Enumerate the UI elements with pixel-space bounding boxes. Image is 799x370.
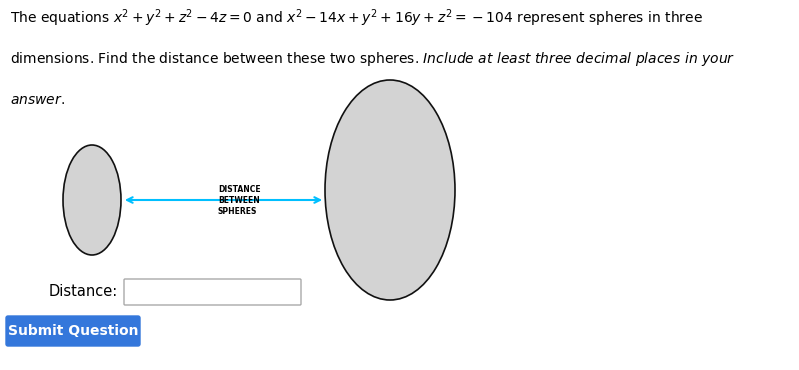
Text: $\mathit{answer.}$: $\mathit{answer.}$ xyxy=(10,92,65,107)
Text: Submit Question: Submit Question xyxy=(8,324,138,338)
Text: Distance:: Distance: xyxy=(49,285,118,299)
Ellipse shape xyxy=(63,145,121,255)
FancyBboxPatch shape xyxy=(124,279,301,305)
Text: The equations $x^2 + y^2 + z^2 - 4z = 0$ and $x^2 - 14x + y^2 + 16y + z^2 = -104: The equations $x^2 + y^2 + z^2 - 4z = 0$… xyxy=(10,7,702,29)
Text: DISTANCE
BETWEEN
SPHERES: DISTANCE BETWEEN SPHERES xyxy=(218,185,260,216)
Ellipse shape xyxy=(325,80,455,300)
Text: dimensions. Find the distance between these two spheres. $\mathit{Include\ at\ l: dimensions. Find the distance between th… xyxy=(10,50,735,68)
FancyBboxPatch shape xyxy=(6,316,140,346)
